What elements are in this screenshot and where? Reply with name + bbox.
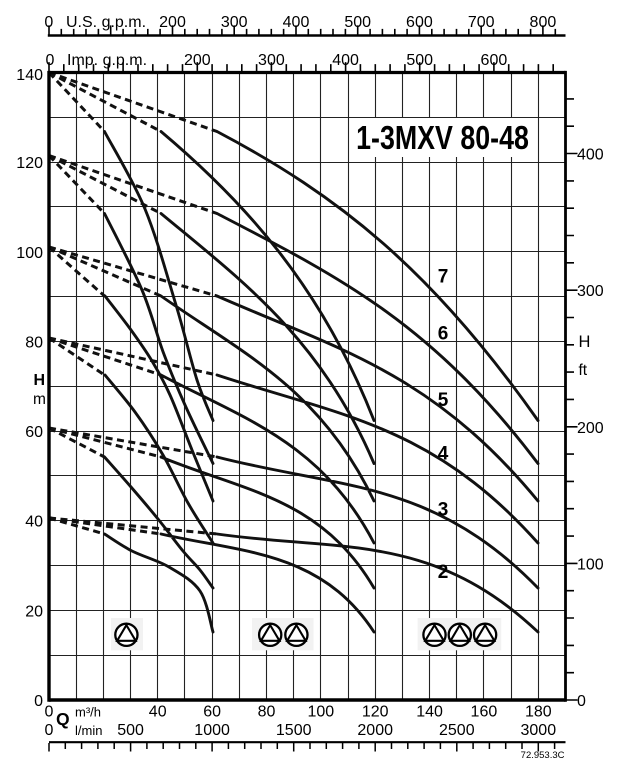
svg-text:800: 800 <box>530 14 557 31</box>
svg-text:300: 300 <box>577 283 604 300</box>
svg-text:100: 100 <box>577 556 604 573</box>
svg-text:700: 700 <box>468 14 495 31</box>
svg-text:7: 7 <box>438 267 449 288</box>
svg-text:60: 60 <box>25 424 43 441</box>
svg-text:1500: 1500 <box>276 722 312 739</box>
svg-text:0: 0 <box>45 704 54 721</box>
svg-text:300: 300 <box>258 52 285 69</box>
svg-text:2500: 2500 <box>439 722 475 739</box>
svg-text:3: 3 <box>438 500 449 521</box>
svg-text:0: 0 <box>44 14 53 31</box>
svg-text:500: 500 <box>406 52 433 69</box>
svg-text:m: m <box>33 391 46 408</box>
svg-text:80: 80 <box>25 334 43 351</box>
svg-text:300: 300 <box>221 14 248 31</box>
svg-text:200: 200 <box>577 420 604 437</box>
svg-text:200: 200 <box>159 14 186 31</box>
svg-text:0: 0 <box>577 693 586 710</box>
svg-text:U.S. g.p.m.: U.S. g.p.m. <box>66 14 146 31</box>
svg-text:100: 100 <box>16 245 43 262</box>
svg-text:500: 500 <box>344 14 371 31</box>
svg-text:120: 120 <box>16 155 43 172</box>
svg-text:400: 400 <box>577 147 604 164</box>
svg-text:1000: 1000 <box>194 722 230 739</box>
svg-text:80: 80 <box>258 704 276 721</box>
svg-text:1-3MXV 80-48: 1-3MXV 80-48 <box>356 120 529 156</box>
svg-text:ft: ft <box>579 362 588 379</box>
svg-text:6: 6 <box>438 324 449 345</box>
svg-text:0: 0 <box>34 693 43 710</box>
svg-text:120: 120 <box>362 704 389 721</box>
svg-text:100: 100 <box>307 704 334 721</box>
svg-text:40: 40 <box>149 704 167 721</box>
svg-text:500: 500 <box>117 722 144 739</box>
svg-text:140: 140 <box>16 67 43 84</box>
svg-text:72.953.3C: 72.953.3C <box>521 750 565 761</box>
svg-text:m³/h: m³/h <box>75 705 101 720</box>
svg-text:160: 160 <box>471 704 498 721</box>
svg-text:180: 180 <box>525 704 552 721</box>
svg-text:Q: Q <box>56 709 70 729</box>
svg-text:400: 400 <box>332 52 359 69</box>
svg-text:5: 5 <box>438 390 449 411</box>
svg-text:600: 600 <box>406 14 433 31</box>
svg-text:3000: 3000 <box>521 722 557 739</box>
svg-text:4: 4 <box>438 444 449 465</box>
svg-text:0: 0 <box>46 52 55 69</box>
svg-text:H: H <box>34 372 46 389</box>
svg-text:600: 600 <box>481 52 508 69</box>
svg-text:Imp. g.p.m.: Imp. g.p.m. <box>67 52 147 69</box>
svg-text:20: 20 <box>25 603 43 620</box>
svg-text:200: 200 <box>184 52 211 69</box>
svg-text:0: 0 <box>45 722 54 739</box>
svg-text:140: 140 <box>416 704 443 721</box>
svg-text:400: 400 <box>283 14 310 31</box>
svg-text:H: H <box>579 333 591 351</box>
svg-text:2: 2 <box>438 562 449 583</box>
svg-text:60: 60 <box>203 704 221 721</box>
svg-text:l/min: l/min <box>75 723 102 738</box>
svg-text:2000: 2000 <box>357 722 393 739</box>
svg-text:40: 40 <box>25 514 43 531</box>
